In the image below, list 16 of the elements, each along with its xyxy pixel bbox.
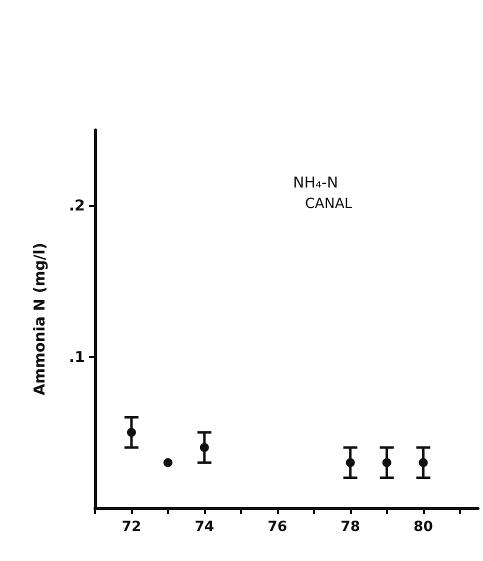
x-tick-label: 80 (414, 519, 434, 535)
point (200, 443, 209, 452)
text: NH₄-N (293, 174, 338, 192)
point (346, 458, 355, 468)
x-tick-label: 78 (340, 519, 360, 535)
x-tick-label: 76 (268, 519, 288, 535)
y-tick-label: .1 (68, 348, 85, 366)
y-axis-title: Ammonia N (mg/l) (30, 242, 48, 396)
point (163, 458, 172, 468)
text: CANAL (305, 196, 352, 212)
point (418, 458, 428, 468)
x-tick-label: 72 (122, 519, 142, 535)
x-tick-label: 74 (194, 519, 214, 535)
point (126, 428, 136, 437)
point (382, 458, 392, 468)
y-tick-label: .2 (68, 196, 85, 215)
